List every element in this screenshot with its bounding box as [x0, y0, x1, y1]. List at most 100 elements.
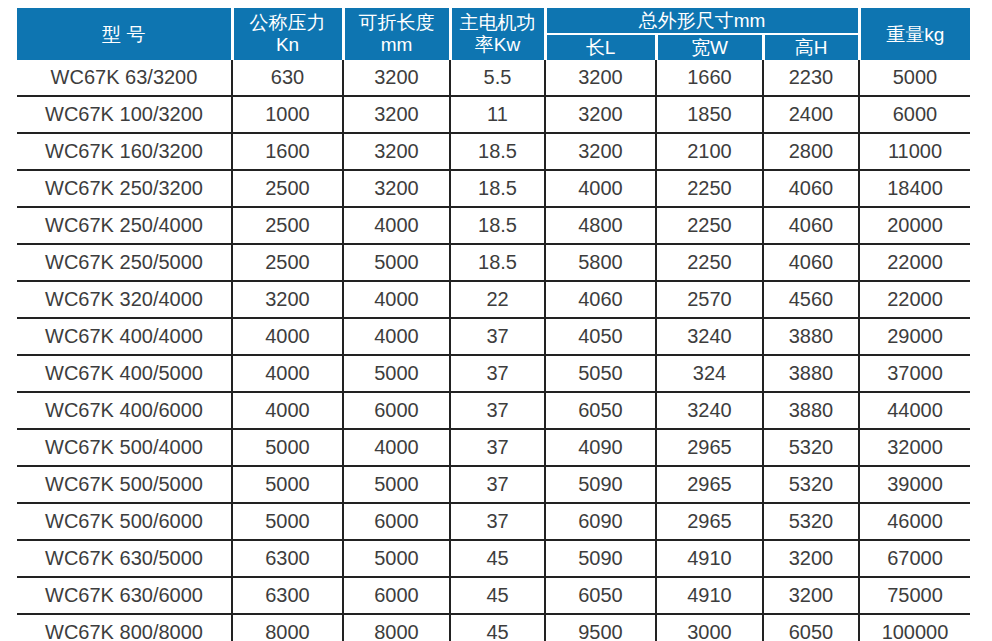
table-row: WC67K 800/800080008000459500300060501000… [17, 614, 970, 641]
value-cell: 4000 [343, 281, 450, 318]
model-cell: WC67K 250/3200 [17, 170, 232, 207]
value-cell: 5000 [343, 540, 450, 577]
value-cell: 8000 [232, 614, 343, 641]
value-cell: 6300 [232, 540, 343, 577]
value-cell: 6300 [232, 577, 343, 614]
value-cell: 2800 [763, 133, 859, 170]
model-cell: WC67K 800/8000 [17, 614, 232, 641]
header-motor-power-line2: 率Kw [452, 34, 544, 56]
model-cell: WC67K 320/4000 [17, 281, 232, 318]
table-body: WC67K 63/320063032005.53200166022305000W… [17, 60, 970, 641]
value-cell: 37 [450, 318, 545, 355]
value-cell: 5000 [343, 355, 450, 392]
value-cell: 2400 [763, 96, 859, 133]
value-cell: 4000 [343, 429, 450, 466]
table-row: WC67K 400/500040005000375050324388037000 [17, 355, 970, 392]
value-cell: 3200 [763, 577, 859, 614]
value-cell: 5090 [545, 466, 656, 503]
value-cell: 3240 [656, 392, 763, 429]
value-cell: 6090 [545, 503, 656, 540]
value-cell: 6050 [545, 577, 656, 614]
table-header: 型 号 公称压力 Kn 可折长度 mm 主电机功 率Kw 总外形尺寸mm [17, 8, 970, 60]
model-cell: WC67K 400/5000 [17, 355, 232, 392]
value-cell: 37 [450, 355, 545, 392]
value-cell: 44000 [859, 392, 970, 429]
value-cell: 2500 [232, 207, 343, 244]
value-cell: 11000 [859, 133, 970, 170]
model-cell: WC67K 630/5000 [17, 540, 232, 577]
value-cell: 18.5 [450, 244, 545, 281]
table-row: WC67K 250/32002500320018.540002250406018… [17, 170, 970, 207]
model-cell: WC67K 160/3200 [17, 133, 232, 170]
value-cell: 4910 [656, 577, 763, 614]
value-cell: 3200 [343, 170, 450, 207]
value-cell: 2965 [656, 466, 763, 503]
value-cell: 18.5 [450, 207, 545, 244]
header-pressure-line2: Kn [234, 34, 342, 56]
value-cell: 4000 [232, 318, 343, 355]
value-cell: 4910 [656, 540, 763, 577]
value-cell: 5320 [763, 429, 859, 466]
value-cell: 3200 [343, 96, 450, 133]
header-overall-dimensions: 总外形尺寸mm [545, 8, 859, 34]
value-cell: 22000 [859, 281, 970, 318]
value-cell: 5000 [343, 466, 450, 503]
value-cell: 18.5 [450, 170, 545, 207]
value-cell: 37 [450, 503, 545, 540]
value-cell: 4060 [763, 207, 859, 244]
table-row: WC67K 63/320063032005.53200166022305000 [17, 60, 970, 96]
value-cell: 5000 [859, 60, 970, 96]
header-fold-length-line2: mm [345, 34, 449, 56]
value-cell: 39000 [859, 466, 970, 503]
value-cell: 4560 [763, 281, 859, 318]
table-row: WC67K 500/400050004000374090296553203200… [17, 429, 970, 466]
value-cell: 324 [656, 355, 763, 392]
value-cell: 45 [450, 577, 545, 614]
value-cell: 18.5 [450, 133, 545, 170]
value-cell: 2250 [656, 244, 763, 281]
value-cell: 3200 [343, 60, 450, 96]
value-cell: 2965 [656, 503, 763, 540]
value-cell: 2100 [656, 133, 763, 170]
table-row: WC67K 630/500063005000455090491032006700… [17, 540, 970, 577]
header-dim-height: 高H [763, 34, 859, 60]
value-cell: 5320 [763, 466, 859, 503]
table-row: WC67K 400/600040006000376050324038804400… [17, 392, 970, 429]
value-cell: 3200 [343, 133, 450, 170]
table-row: WC67K 250/40002500400018.548002250406020… [17, 207, 970, 244]
value-cell: 630 [232, 60, 343, 96]
value-cell: 6000 [343, 503, 450, 540]
header-dim-height-label: 高H [795, 37, 828, 58]
value-cell: 6000 [343, 577, 450, 614]
value-cell: 5000 [232, 429, 343, 466]
table-row: WC67K 160/32001600320018.532002100280011… [17, 133, 970, 170]
value-cell: 45 [450, 540, 545, 577]
model-cell: WC67K 250/4000 [17, 207, 232, 244]
value-cell: 4800 [545, 207, 656, 244]
value-cell: 6050 [545, 392, 656, 429]
value-cell: 2230 [763, 60, 859, 96]
table-row: WC67K 500/500050005000375090296553203900… [17, 466, 970, 503]
table-row: WC67K 100/320010003200113200185024006000 [17, 96, 970, 133]
value-cell: 1660 [656, 60, 763, 96]
table-row: WC67K 320/400032004000224060257045602200… [17, 281, 970, 318]
value-cell: 3880 [763, 392, 859, 429]
table-row: WC67K 500/600050006000376090296553204600… [17, 503, 970, 540]
value-cell: 4060 [763, 170, 859, 207]
value-cell: 2250 [656, 207, 763, 244]
table-row: WC67K 250/50002500500018.558002250406022… [17, 244, 970, 281]
value-cell: 11 [450, 96, 545, 133]
header-fold-length: 可折长度 mm [343, 8, 450, 60]
value-cell: 4000 [232, 355, 343, 392]
value-cell: 37 [450, 429, 545, 466]
value-cell: 20000 [859, 207, 970, 244]
value-cell: 5800 [545, 244, 656, 281]
value-cell: 3200 [763, 540, 859, 577]
value-cell: 1850 [656, 96, 763, 133]
value-cell: 29000 [859, 318, 970, 355]
value-cell: 3000 [656, 614, 763, 641]
value-cell: 2965 [656, 429, 763, 466]
header-dim-width-label: 宽W [691, 37, 728, 58]
value-cell: 5050 [545, 355, 656, 392]
value-cell: 67000 [859, 540, 970, 577]
